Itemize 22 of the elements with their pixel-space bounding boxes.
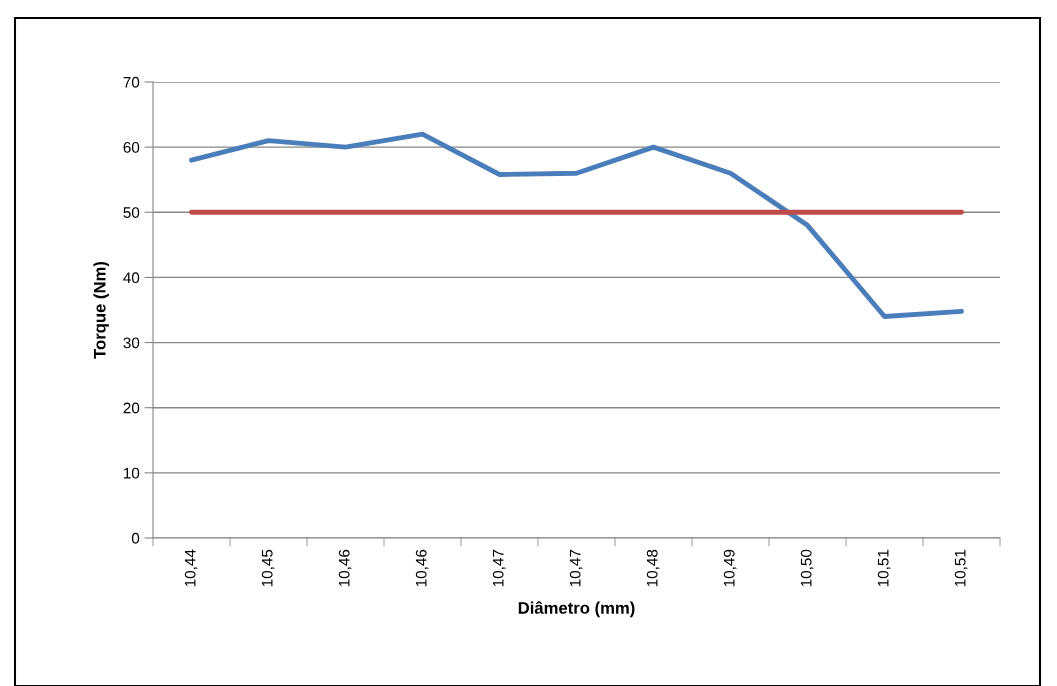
line-series bbox=[189, 131, 964, 319]
x-tick-label: 10,50 bbox=[800, 549, 814, 587]
x-tick-label: 10,46 bbox=[415, 549, 429, 587]
x-tick-label: 10,44 bbox=[184, 549, 198, 587]
x-tick-label: 10,45 bbox=[261, 549, 275, 587]
y-tick-label: 30 bbox=[123, 337, 140, 349]
y-tick-label: 0 bbox=[131, 532, 140, 544]
x-tick-label: 10,47 bbox=[492, 549, 506, 587]
y-axis-title: Torque (Nm) bbox=[93, 261, 109, 359]
y-tick-label: 70 bbox=[123, 76, 140, 88]
x-tick-label: 10,49 bbox=[723, 549, 737, 587]
x-tick-label: 10,51 bbox=[877, 549, 891, 587]
y-tick-label: 40 bbox=[123, 272, 140, 284]
x-tick-label: 10,51 bbox=[954, 549, 968, 587]
y-tick-label: 60 bbox=[123, 142, 140, 153]
x-tick-label: 10,46 bbox=[338, 549, 352, 587]
x-tick-label: 10,47 bbox=[569, 549, 583, 587]
y-tick-label: 50 bbox=[123, 207, 140, 218]
y-tick-label: 20 bbox=[123, 402, 140, 414]
y-tick-label: 10 bbox=[123, 467, 140, 479]
x-tick-label: 10,48 bbox=[646, 549, 660, 587]
x-axis-title: Diâmetro (mm) bbox=[518, 601, 635, 618]
